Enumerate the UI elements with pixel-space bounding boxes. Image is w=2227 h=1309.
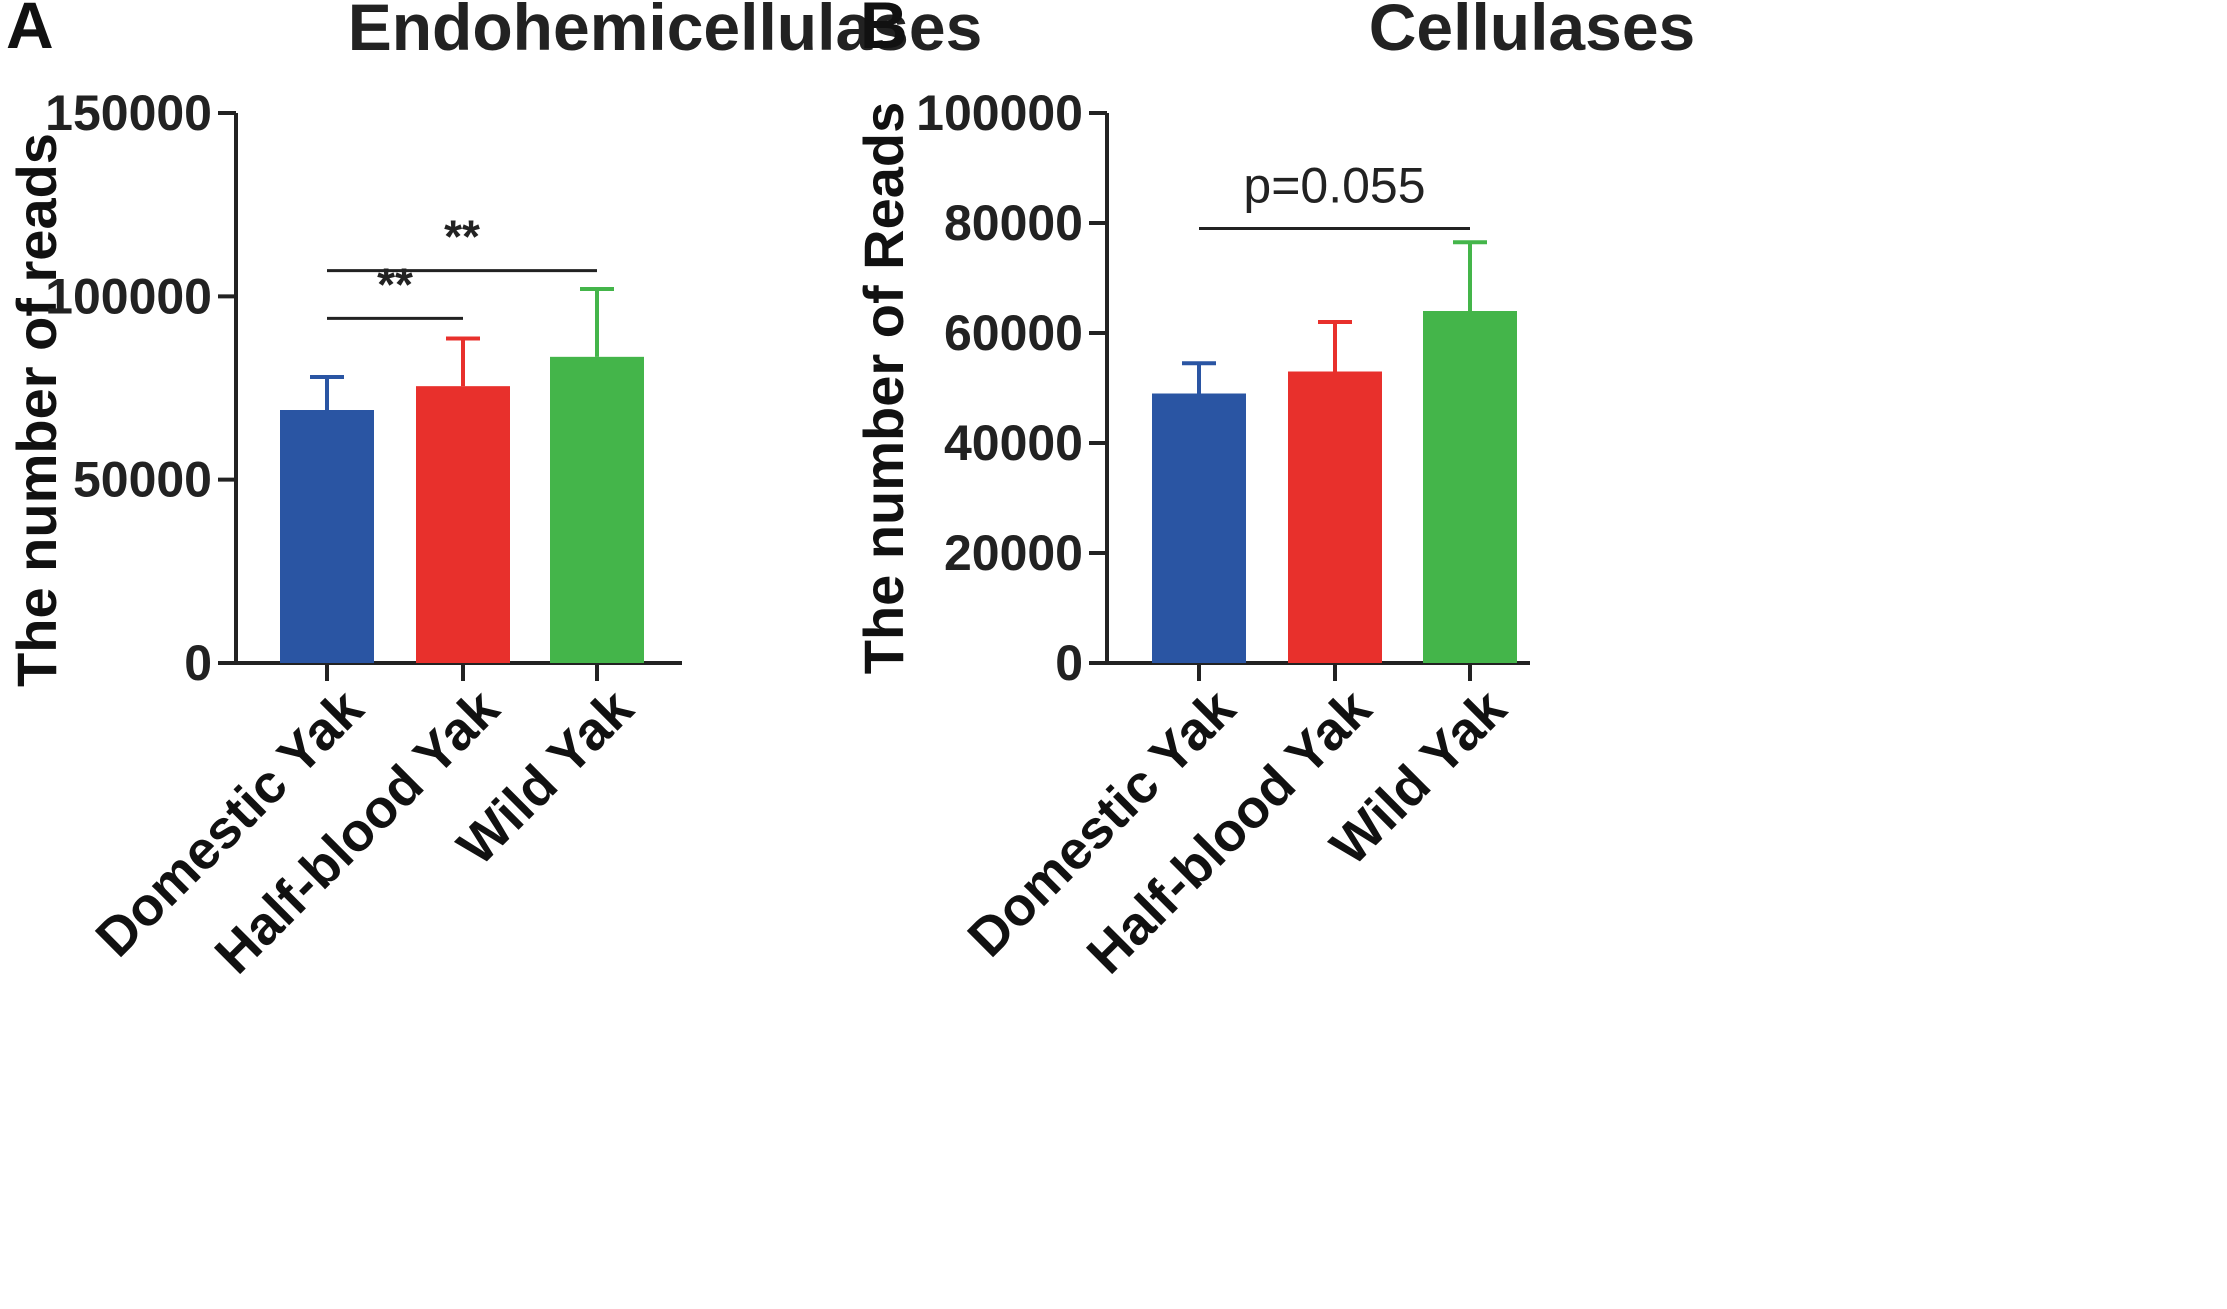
- y-tick-label: 150000: [45, 85, 212, 141]
- bar-2: [1288, 371, 1382, 663]
- y-tick-label: 100000: [916, 85, 1083, 141]
- significance-label-2: **: [377, 258, 413, 310]
- bar-1: [1152, 393, 1246, 663]
- panel-a-title: Endohemicellulases: [348, 0, 983, 64]
- panel-letter-a: A: [6, 0, 54, 62]
- y-tick-label: 50000: [73, 452, 212, 508]
- panel-letter-b: B: [860, 0, 908, 62]
- bar-2: [416, 386, 510, 663]
- bar-3: [1423, 311, 1517, 663]
- y-tick-label: 0: [1055, 635, 1083, 691]
- y-tick-label: 20000: [944, 525, 1083, 581]
- panel-b-title: Cellulases: [1369, 0, 1696, 64]
- significance-label-1: **: [444, 211, 480, 263]
- bar-1: [280, 410, 374, 663]
- panel-b: B Cellulases The number of Reads 0 20000 4…: [852, 0, 1695, 985]
- y-tick-label: 40000: [944, 415, 1083, 471]
- y-tick-label: 60000: [944, 305, 1083, 361]
- bar-3: [550, 356, 644, 663]
- panel-b-y-axis-title: The number of Reads: [852, 102, 915, 675]
- panel-a: A Endohemicellulases The number of reads…: [5, 0, 982, 985]
- y-tick-label: 0: [184, 635, 212, 691]
- y-tick-label: 100000: [45, 268, 212, 324]
- panel-a-y-axis-title: The number of reads: [5, 133, 68, 687]
- y-tick-label: 80000: [944, 195, 1083, 251]
- significance-label-1: p=0.055: [1243, 158, 1425, 214]
